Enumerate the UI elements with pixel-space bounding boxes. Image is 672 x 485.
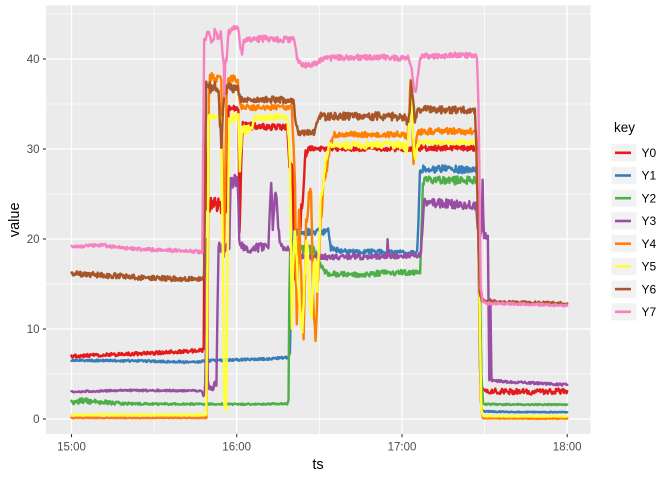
svg-text:Y0: Y0 xyxy=(642,146,657,160)
svg-text:20: 20 xyxy=(27,234,40,246)
svg-text:Y5: Y5 xyxy=(642,260,657,274)
svg-text:value: value xyxy=(7,202,23,237)
svg-text:Y3: Y3 xyxy=(642,214,657,228)
svg-text:Y7: Y7 xyxy=(642,305,657,319)
svg-text:Y6: Y6 xyxy=(642,282,657,296)
svg-text:ts: ts xyxy=(312,457,323,473)
svg-text:key: key xyxy=(614,120,635,135)
svg-text:Y2: Y2 xyxy=(642,191,657,205)
svg-text:30: 30 xyxy=(27,144,40,156)
svg-text:18:00: 18:00 xyxy=(553,442,582,454)
svg-text:15:00: 15:00 xyxy=(57,442,86,454)
svg-text:Y4: Y4 xyxy=(642,237,657,251)
svg-text:10: 10 xyxy=(27,324,40,336)
svg-text:Y1: Y1 xyxy=(642,169,657,183)
svg-text:0: 0 xyxy=(33,414,39,426)
svg-text:40: 40 xyxy=(27,54,40,66)
svg-text:16:00: 16:00 xyxy=(222,442,251,454)
svg-text:17:00: 17:00 xyxy=(388,442,417,454)
